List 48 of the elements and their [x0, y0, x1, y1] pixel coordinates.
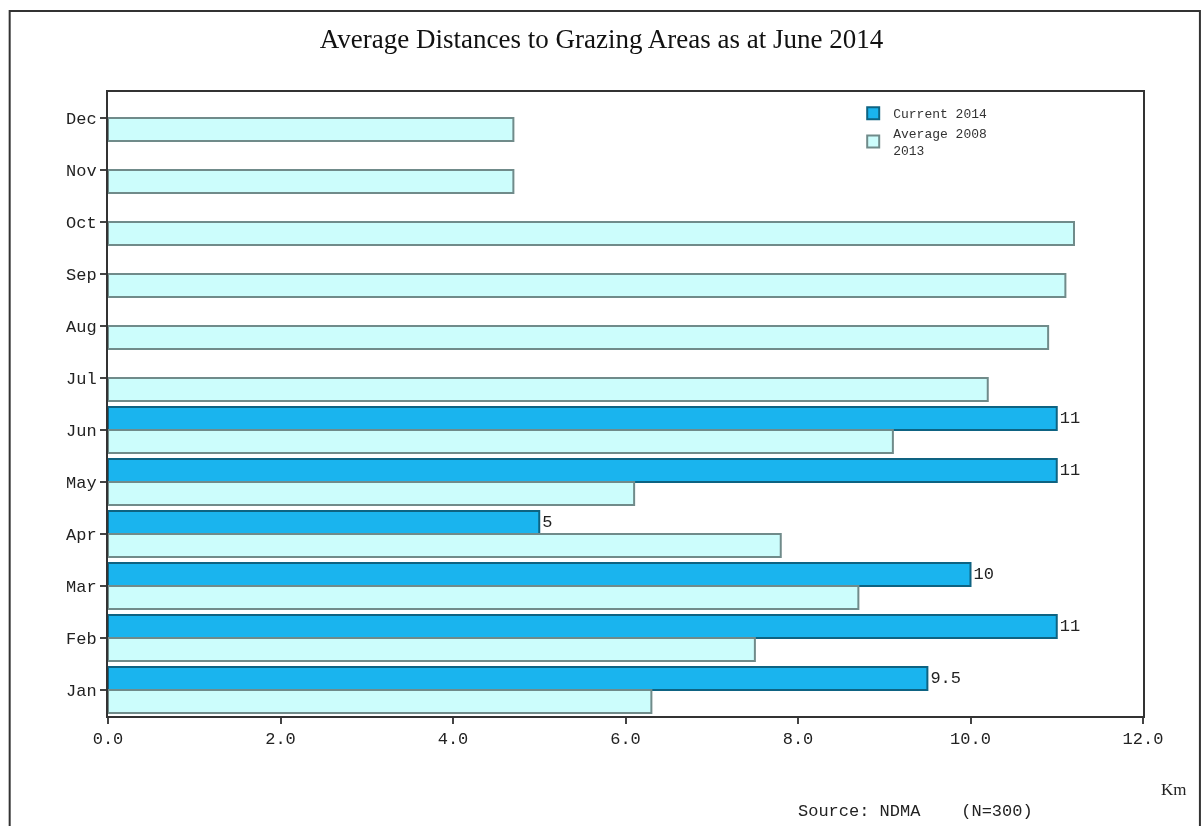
data-label: 11	[1059, 461, 1081, 481]
bar	[108, 458, 1058, 483]
y-tick-label: Feb	[65, 629, 97, 649]
legend-label: Average 2008 2013	[893, 127, 987, 160]
y-tick-label: Dec	[65, 109, 97, 129]
x-axis-title: Km	[1161, 780, 1187, 799]
bar	[108, 273, 1067, 298]
bar	[108, 117, 515, 142]
y-tick-label: Jan	[65, 681, 97, 701]
y-tick-label: Aug	[65, 317, 97, 337]
x-tick-label: 4.0	[437, 730, 469, 750]
bar	[108, 325, 1050, 350]
bar	[108, 406, 1058, 431]
bar	[108, 221, 1075, 246]
bar	[108, 429, 894, 454]
y-tick-label: Sep	[65, 265, 97, 285]
bar	[108, 169, 515, 194]
y-tick-label: Jul	[65, 369, 97, 389]
y-tick-label: Nov	[65, 161, 97, 181]
x-tick-label: 6.0	[610, 730, 641, 750]
x-tick-label: 2.0	[265, 730, 296, 750]
chart-title: Average Distances to Grazing Areas as at June 2014	[319, 23, 884, 54]
x-tick-label: 0.0	[92, 730, 124, 750]
y-tick-label: Jun	[65, 421, 97, 441]
bar	[108, 637, 756, 662]
bar	[108, 562, 972, 587]
y-tick-label: Apr	[65, 525, 97, 545]
source-note: Source: NDMA (N=300)	[798, 802, 1033, 821]
bar	[108, 689, 653, 714]
bar	[108, 481, 636, 506]
x-tick-label: 8.0	[782, 730, 814, 750]
x-tick-label: 10.0	[950, 730, 991, 750]
data-label: 10	[973, 565, 994, 585]
bar	[108, 377, 989, 402]
bar	[108, 510, 541, 535]
legend-label: Current 2014	[893, 107, 988, 123]
bar	[108, 666, 929, 691]
data-label: 5	[542, 513, 553, 533]
data-label: 9.5	[930, 669, 961, 689]
bar	[108, 614, 1058, 639]
bar	[108, 585, 860, 610]
bar	[108, 533, 782, 558]
y-tick-label: Oct	[65, 213, 97, 233]
data-label: 11	[1059, 409, 1081, 429]
x-tick-label: 12.0	[1122, 730, 1164, 750]
y-tick-label: May	[65, 473, 97, 493]
data-label: 11	[1059, 617, 1081, 637]
y-tick-label: Mar	[65, 577, 97, 597]
